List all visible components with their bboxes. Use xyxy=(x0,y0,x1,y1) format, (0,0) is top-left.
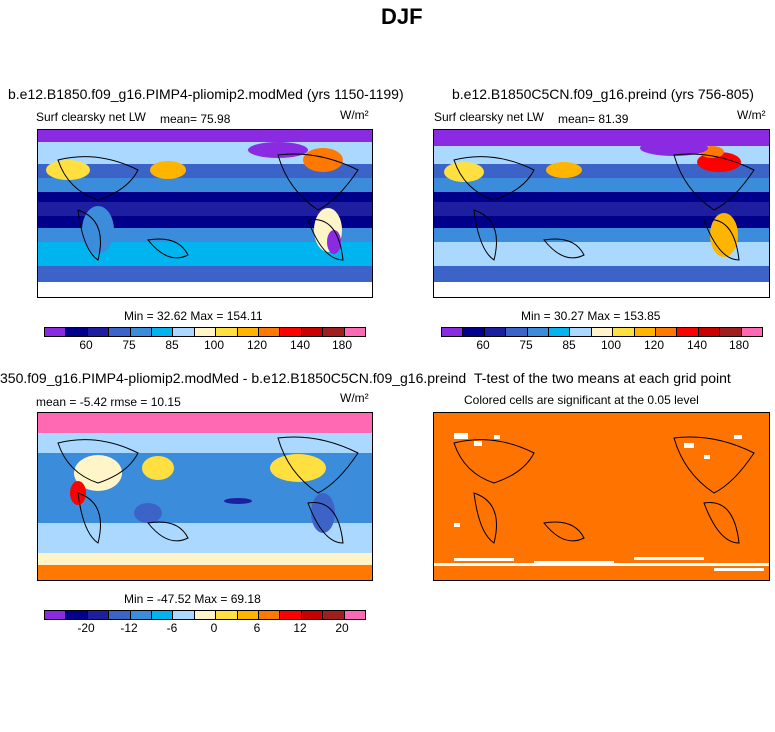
tick-label: 140 xyxy=(289,338,311,352)
cbar-swatch xyxy=(677,328,699,336)
tick-label: -12 xyxy=(120,621,138,635)
cbar-swatch xyxy=(323,328,345,336)
cbar-swatch xyxy=(698,328,721,336)
cbar-swatch xyxy=(109,328,131,336)
panel2-mean: mean= 81.39 xyxy=(558,112,629,126)
colorbar-top-right xyxy=(441,327,763,337)
tick-label: 100 xyxy=(203,338,225,352)
panel3-title: 350.f09_g16.PIMP4-pliomip2.modMed - b.e1… xyxy=(0,370,467,386)
cbar-swatch xyxy=(237,328,260,336)
cbar-swatch xyxy=(280,328,302,336)
tick-label: 100 xyxy=(600,338,622,352)
tick-label: 85 xyxy=(562,338,576,352)
tick-label: 20 xyxy=(335,621,349,635)
tick-label: 85 xyxy=(165,338,179,352)
panel1-variable: Surf clearsky net LW xyxy=(36,110,146,124)
tick-label: 60 xyxy=(476,338,490,352)
tick-label: 60 xyxy=(79,338,93,352)
colorbar-diff xyxy=(44,610,366,620)
cbar-swatch xyxy=(344,328,366,336)
tick-label: -20 xyxy=(77,621,95,635)
cbar-swatch xyxy=(194,611,217,619)
panel4-map xyxy=(433,412,770,581)
tick-label: -6 xyxy=(166,621,178,635)
panel3-map xyxy=(37,412,373,581)
panel1-title: b.e12.B1850.f09_g16.PIMP4-pliomip2.modMe… xyxy=(8,86,404,102)
cbar-swatch xyxy=(344,611,366,619)
tick-label: 120 xyxy=(643,338,665,352)
panel3-minmax: Min = -47.52 Max = 69.18 xyxy=(124,592,261,606)
tick-label: 75 xyxy=(519,338,533,352)
cbar-swatch xyxy=(301,611,324,619)
tick-label: 140 xyxy=(686,338,708,352)
cbar-swatch xyxy=(280,611,302,619)
panel3-units: W/m² xyxy=(340,391,369,405)
cbar-swatch xyxy=(216,328,238,336)
cbar-swatch xyxy=(87,611,110,619)
tick-label: 120 xyxy=(246,338,268,352)
colorbar-top-right-ticks: 60 75 85 100 120 140 180 xyxy=(441,338,761,352)
cbar-swatch xyxy=(720,328,742,336)
cbar-swatch xyxy=(216,611,238,619)
cbar-swatch xyxy=(442,328,464,336)
panel1-minmax: Min = 32.62 Max = 154.11 xyxy=(124,309,263,323)
tick-label: 0 xyxy=(210,621,218,635)
cbar-swatch xyxy=(130,328,153,336)
cbar-swatch xyxy=(152,611,174,619)
cbar-swatch xyxy=(549,328,571,336)
cbar-swatch xyxy=(463,328,485,336)
tick-label: 75 xyxy=(122,338,136,352)
panel2-map xyxy=(433,129,770,298)
cbar-swatch xyxy=(130,611,153,619)
panel1-map xyxy=(37,129,373,298)
cbar-swatch xyxy=(45,328,67,336)
cbar-swatch xyxy=(656,328,678,336)
cbar-swatch xyxy=(87,328,110,336)
colorbar-diff-ticks: -20 -12 -6 0 6 12 20 xyxy=(44,621,364,635)
cbar-swatch xyxy=(66,611,88,619)
panel4-title: T-test of the two means at each grid poi… xyxy=(474,370,731,386)
figure-title: DJF xyxy=(381,4,423,29)
tick-label: 180 xyxy=(331,338,353,352)
panel3-stats: mean = -5.42 rmse = 10.15 xyxy=(36,395,181,409)
cbar-swatch xyxy=(570,328,592,336)
tick-label: 6 xyxy=(253,621,261,635)
cbar-swatch xyxy=(634,328,657,336)
cbar-swatch xyxy=(741,328,763,336)
panel1-mean: mean= 75.98 xyxy=(160,112,231,126)
cbar-swatch xyxy=(66,328,88,336)
cbar-swatch xyxy=(323,611,345,619)
cbar-swatch xyxy=(194,328,217,336)
cbar-swatch xyxy=(591,328,614,336)
cbar-swatch xyxy=(259,328,281,336)
colorbar-top-left xyxy=(44,327,366,337)
tick-label: 12 xyxy=(293,621,307,635)
panel2-title: b.e12.B1850C5CN.f09_g16.preind (yrs 756-… xyxy=(452,86,754,102)
colorbar-top-left-ticks: 60 75 85 100 120 140 180 xyxy=(44,338,364,352)
cbar-swatch xyxy=(527,328,550,336)
cbar-swatch xyxy=(173,328,195,336)
cbar-swatch xyxy=(259,611,281,619)
panel4-subtitle: Colored cells are significant at the 0.0… xyxy=(464,393,699,407)
cbar-swatch xyxy=(173,611,195,619)
cbar-swatch xyxy=(301,328,324,336)
panel2-variable: Surf clearsky net LW xyxy=(434,110,544,124)
panel2-minmax: Min = 30.27 Max = 153.85 xyxy=(521,309,661,323)
cbar-swatch xyxy=(484,328,507,336)
cbar-swatch xyxy=(237,611,260,619)
panel1-units: W/m² xyxy=(340,108,369,122)
tick-label: 180 xyxy=(728,338,750,352)
cbar-swatch xyxy=(45,611,67,619)
cbar-swatch xyxy=(506,328,528,336)
cbar-swatch xyxy=(152,328,174,336)
cbar-swatch xyxy=(109,611,131,619)
panel2-units: W/m² xyxy=(737,108,766,122)
cbar-swatch xyxy=(613,328,635,336)
